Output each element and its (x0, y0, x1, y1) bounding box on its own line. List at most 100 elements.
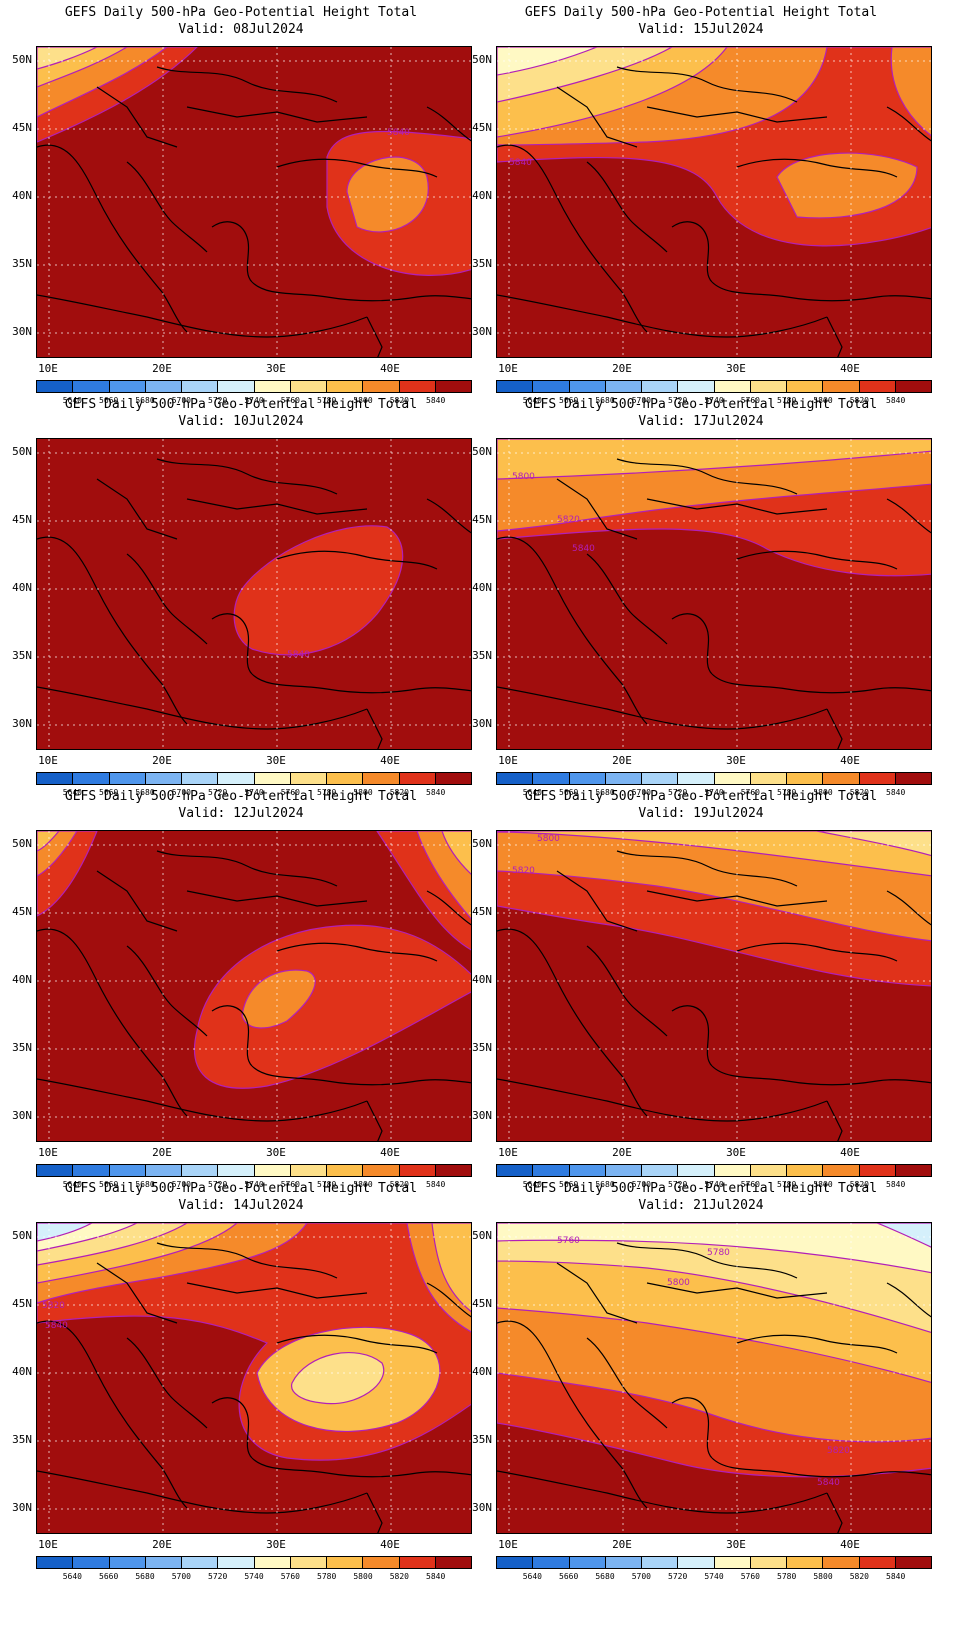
coastline (736, 942, 898, 962)
colorbar-swatch (533, 773, 570, 784)
colorbar-swatch (73, 773, 110, 784)
coastline (426, 106, 471, 142)
colorbar-swatch (787, 1165, 824, 1176)
colorbar-label: 5640 (62, 1572, 82, 1581)
contour-map: 5800 5820 (497, 831, 931, 1141)
coastline (37, 536, 188, 725)
colorbar-label: 5760 (740, 788, 760, 797)
lon-label: 10E (38, 754, 58, 767)
lat-label: 30N (472, 1501, 492, 1514)
colorbar-label: 5840 (886, 1180, 906, 1189)
colorbar-swatch (145, 1165, 182, 1176)
colorbar-swatch (435, 773, 471, 784)
lon-label: 20E (612, 1538, 632, 1551)
coastline (276, 1334, 438, 1354)
colorbar-label: 5640 (522, 1180, 542, 1189)
colorbar-swatch (73, 381, 110, 392)
colorbar-swatch (182, 1557, 219, 1568)
contour-label: 5840 (387, 128, 410, 138)
coastline (126, 161, 208, 253)
coastline (156, 1242, 338, 1279)
contour-label: 5820 (512, 866, 535, 876)
contour-label: 5800 (537, 834, 560, 844)
coastline (497, 1320, 648, 1509)
colorbar-swatch (642, 381, 679, 392)
lat-label: 45N (12, 513, 32, 526)
map-area: 5840 (496, 46, 932, 358)
height-contour (241, 969, 316, 1029)
colorbar-swatch (435, 381, 471, 392)
map-panel: GEFS Daily 500-hPa Geo-Potential Height … (460, 784, 942, 1194)
lat-label: 30N (12, 717, 32, 730)
coastline (646, 1282, 828, 1299)
coastline (366, 316, 383, 357)
lon-label: 40E (380, 1146, 400, 1159)
colorbar-label: 5780 (777, 1180, 797, 1189)
colorbar-swatch (750, 1165, 787, 1176)
colorbar-label: 5800 (813, 396, 833, 405)
colorbar-label: 5820 (849, 396, 869, 405)
coastline (186, 890, 368, 907)
valid-date: Valid: 10Jul2024 (178, 414, 304, 429)
colorbar-label: 5700 (631, 1180, 651, 1189)
lat-label: 35N (472, 257, 492, 270)
lat-label: 40N (12, 1365, 32, 1378)
coastline (497, 686, 828, 730)
lon-label: 30E (726, 362, 746, 375)
colorbar-label: 5780 (777, 788, 797, 797)
contour-label: 5840 (287, 650, 310, 660)
height-contour (37, 47, 98, 70)
lat-label: 35N (12, 257, 32, 270)
contour-label: 5840 (509, 158, 532, 168)
lat-label: 45N (472, 513, 492, 526)
coastline (276, 942, 438, 962)
lat-label: 45N (12, 1297, 32, 1310)
colorbar-label: 5680 (595, 788, 615, 797)
height-contour (497, 831, 931, 877)
colorbar-label: 5700 (171, 1180, 191, 1189)
lon-label: 40E (840, 362, 860, 375)
colorbar-swatch (642, 1557, 679, 1568)
colorbar-swatch (605, 1557, 642, 1568)
colorbar-label: 5680 (595, 1180, 615, 1189)
colorbar-swatch (218, 773, 255, 784)
colorbar-label: 5720 (208, 788, 228, 797)
coastline (186, 1282, 368, 1299)
colorbar-label: 5640 (62, 1180, 82, 1189)
height-contour (890, 47, 931, 137)
coastline (96, 86, 178, 148)
colorbar-swatch (399, 773, 436, 784)
coastline (276, 158, 438, 178)
map-panel: GEFS Daily 500-hPa Geo-Potential Height … (460, 392, 942, 802)
coastline (126, 945, 208, 1037)
colorbar-swatch (569, 1165, 606, 1176)
coastline (646, 106, 828, 123)
lat-label: 40N (472, 581, 492, 594)
valid-date: Valid: 17Jul2024 (638, 414, 764, 429)
colorbar-swatch (218, 1557, 255, 1568)
coastline (497, 294, 828, 338)
lon-label: 40E (380, 362, 400, 375)
colorbar-label: 5640 (522, 396, 542, 405)
lon-label: 30E (726, 754, 746, 767)
colorbar-label: 5660 (559, 788, 579, 797)
height-contour (431, 1223, 471, 1313)
contour-label: 5820 (827, 1446, 850, 1456)
colorbar-label: 5820 (849, 788, 869, 797)
colorbar-swatch (399, 1165, 436, 1176)
colorbar-label: 5760 (280, 1572, 300, 1581)
lat-label: 30N (472, 325, 492, 338)
colorbar-swatch (109, 381, 146, 392)
colorbar-label: 5800 (353, 1572, 373, 1581)
coastline (211, 1005, 253, 1067)
colorbar-swatch (605, 773, 642, 784)
coastline (156, 66, 338, 103)
map-area: 5800 5820 5840 (496, 438, 932, 750)
lon-label: 40E (380, 1538, 400, 1551)
coastline (497, 1470, 828, 1514)
colorbar-label: 5740 (704, 1180, 724, 1189)
valid-date: Valid: 21Jul2024 (638, 1198, 764, 1213)
coastline (37, 1470, 368, 1514)
colorbar-swatch (435, 1557, 471, 1568)
colorbar-swatch (254, 773, 291, 784)
